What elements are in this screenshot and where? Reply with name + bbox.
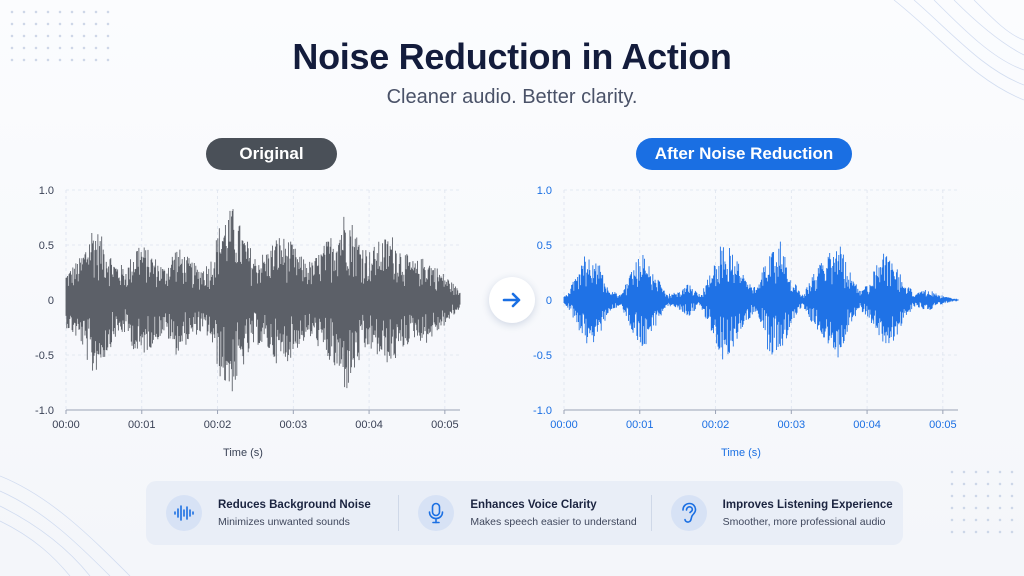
feature-title: Improves Listening Experience	[722, 498, 893, 511]
after-waveform-chart: 1.0 0.5 0 -0.5 -1.0 00:00 00:01 00:02 00:03 00:04…	[533, 185, 959, 459]
page-title: Noise Reduction in Action	[292, 36, 732, 77]
x-axis-label: Time (s)	[721, 447, 761, 459]
feature-title: Reduces Background Noise	[218, 498, 371, 511]
ear-icon	[670, 495, 707, 531]
feature-desc: Smoother, more professional audio	[722, 515, 886, 528]
feature-item: Improves Listening Experience Smoother, …	[650, 481, 903, 545]
feature-title: Enhances Voice Clarity	[470, 498, 597, 511]
x-tick-label: 00:02	[204, 419, 232, 431]
feature-item: Enhances Voice Clarity Makes speech easi…	[398, 481, 650, 545]
x-tick-label: 00:00	[52, 419, 80, 431]
x-tick-label: 00:02	[702, 419, 730, 431]
y-tick-label: -0.5	[35, 350, 54, 362]
page-subtitle: Cleaner audio. Better clarity.	[386, 86, 638, 108]
x-tick-label: 00:00	[550, 419, 578, 431]
arrow-button[interactable]	[489, 277, 535, 323]
x-tick-label: 00:05	[431, 419, 459, 431]
y-tick-label: 0.5	[39, 240, 54, 252]
x-tick-label: 00:04	[853, 419, 881, 431]
y-tick-label: 0	[48, 295, 54, 307]
x-tick-label: 00:04	[355, 419, 383, 431]
x-tick-label: 00:01	[626, 419, 654, 431]
y-tick-label: 1.0	[537, 185, 552, 197]
feature-desc: Minimizes unwanted sounds	[218, 515, 350, 528]
x-tick-label: 00:05	[929, 419, 957, 431]
arrow-right-icon	[502, 292, 521, 308]
original-label: Original	[206, 138, 337, 170]
y-tick-label: 1.0	[39, 185, 54, 197]
features-bar: Reduces Background Noise Minimizes unwan…	[146, 481, 903, 545]
y-tick-label: 0.5	[537, 240, 552, 252]
x-tick-label: 00:03	[280, 419, 308, 431]
waveform-icon	[166, 495, 202, 531]
x-axis-label: Time (s)	[223, 447, 263, 459]
feature-desc: Makes speech easier to understand	[470, 515, 637, 528]
y-tick-label: 0	[546, 295, 552, 307]
x-tick-label: 00:01	[128, 419, 156, 431]
y-tick-label: -1.0	[35, 405, 54, 417]
x-tick-label: 00:03	[778, 419, 806, 431]
microphone-icon	[418, 495, 455, 531]
feature-item: Reduces Background Noise Minimizes unwan…	[146, 481, 398, 545]
decorative-dots	[6, 6, 116, 66]
y-tick-label: -0.5	[533, 350, 552, 362]
y-tick-label: -1.0	[533, 405, 552, 417]
decorative-dots	[946, 466, 1016, 536]
after-label: After Noise Reduction	[636, 138, 852, 170]
original-waveform-chart: 1.0 0.5 0 -0.5 -1.0 00:00 00:01 00:02 00:03 00:04…	[35, 185, 461, 459]
